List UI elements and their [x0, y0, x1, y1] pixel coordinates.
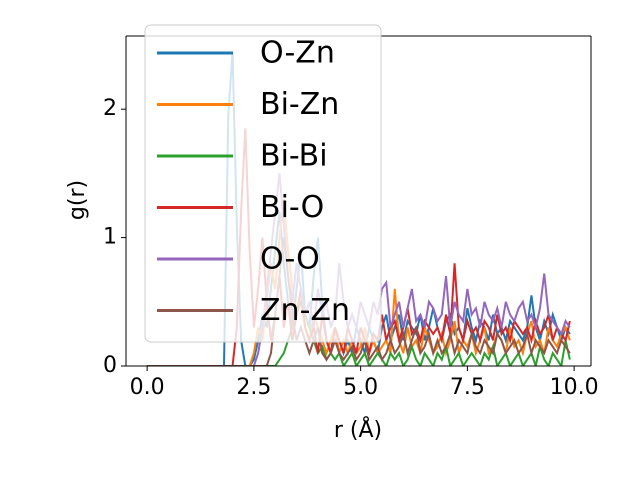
legend-label: O-Zn: [260, 36, 335, 71]
legend-label: Bi-Bi: [260, 139, 328, 174]
x-tick-label: 10.0: [550, 375, 599, 400]
x-tick-label: 7.5: [450, 375, 485, 400]
x-axis-label: r (Å): [334, 416, 382, 443]
x-tick-label: 5.0: [343, 375, 378, 400]
y-axis-label: g(r): [65, 180, 90, 220]
x-tick-label: 2.5: [236, 375, 271, 400]
legend-label: Bi-Zn: [260, 87, 339, 122]
legend-label: O-O: [260, 242, 320, 277]
y-tick-label: 2: [103, 96, 117, 121]
series-line: [147, 237, 571, 366]
y-tick-label: 0: [103, 353, 117, 378]
series-line: [147, 298, 571, 366]
legend-label: Zn-Zn: [260, 293, 350, 328]
x-tick-label: 0.0: [130, 375, 165, 400]
legend: O-Zn Bi-Zn Bi-Bi Bi-O O-O Zn-Zn: [144, 24, 382, 343]
y-tick-label: 1: [103, 225, 117, 250]
legend-label: Bi-O: [260, 190, 324, 225]
